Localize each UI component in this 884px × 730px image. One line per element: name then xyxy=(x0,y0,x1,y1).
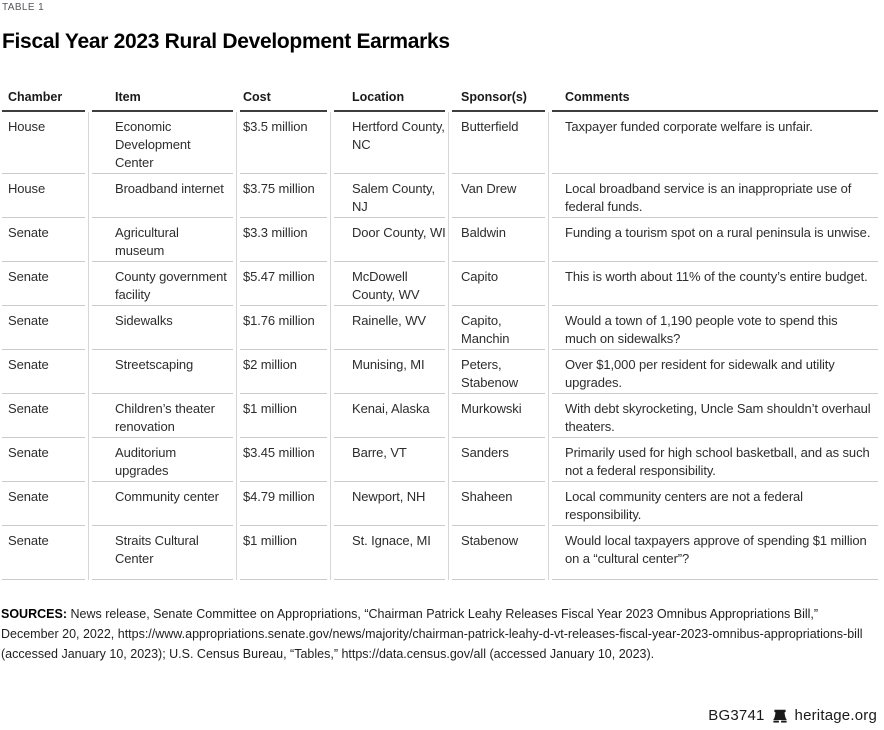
cell-comments: Local community centers are not a federa… xyxy=(565,489,803,522)
cell-item: Streetscaping xyxy=(115,357,194,372)
header-rule xyxy=(2,110,878,112)
cell-cost: $3.45 million xyxy=(243,445,315,460)
page-title: Fiscal Year 2023 Rural Development Earma… xyxy=(2,30,450,53)
cell-sponsors: Van Drew xyxy=(461,181,517,196)
cell-item: County government facility xyxy=(115,269,227,302)
cell-item: Sidewalks xyxy=(115,313,173,328)
table-row: Senate Straits Cultural Center $1 millio… xyxy=(2,526,878,580)
cell-item: Broadband internet xyxy=(115,181,224,196)
document-id: BG3741 xyxy=(708,707,765,724)
cell-cost: $3.5 million xyxy=(243,119,308,134)
table-header-row: Chamber Item Cost Location Sponsor(s) Co… xyxy=(2,90,878,110)
cell-chamber: House xyxy=(8,119,46,134)
cell-comments: Primarily used for high school basketbal… xyxy=(565,445,870,478)
cell-cost: $5.47 million xyxy=(243,269,315,284)
cell-comments: With debt skyrocketing, Uncle Sam should… xyxy=(565,401,871,434)
cell-location: St. Ignace, MI xyxy=(352,533,431,548)
table-row: Senate Sidewalks $1.76 million Rainelle,… xyxy=(2,306,878,350)
table-row: Senate County government facility $5.47 … xyxy=(2,262,878,306)
cell-cost: $3.3 million xyxy=(243,225,308,240)
cell-sponsors: Murkowski xyxy=(461,401,522,416)
cell-sponsors: Sanders xyxy=(461,445,509,460)
cell-chamber: Senate xyxy=(8,225,49,240)
table-row: Senate Community center $4.79 million Ne… xyxy=(2,482,878,526)
cell-cost: $1 million xyxy=(243,533,297,548)
cell-comments: Funding a tourism spot on a rural penins… xyxy=(565,225,871,240)
cell-cost: $1 million xyxy=(243,401,297,416)
cell-chamber: Senate xyxy=(8,533,49,548)
table-body: House Economic Development Center $3.5 m… xyxy=(2,112,878,580)
cell-chamber: Senate xyxy=(8,489,49,504)
table-row: Senate Streetscaping $2 million Munising… xyxy=(2,350,878,394)
table-row: Senate Agricultural museum $3.3 million … xyxy=(2,218,878,262)
cell-location: Salem County, NJ xyxy=(352,181,435,214)
cell-item: Straits Cultural Center xyxy=(115,533,199,566)
cell-location: Door County, WI xyxy=(352,225,446,240)
cell-chamber: Senate xyxy=(8,357,49,372)
table-row: House Economic Development Center $3.5 m… xyxy=(2,112,878,174)
cell-chamber: Senate xyxy=(8,313,49,328)
cell-location: Munising, MI xyxy=(352,357,425,372)
cell-sponsors: Shaheen xyxy=(461,489,513,504)
cell-comments: Over $1,000 per resident for sidewalk an… xyxy=(565,357,835,390)
footer-brand: BG3741 heritage.org xyxy=(708,707,877,724)
cell-comments: Taxpayer funded corporate welfare is unf… xyxy=(565,119,813,134)
cell-comments: Would local taxpayers approve of spendin… xyxy=(565,533,867,566)
cell-sponsors: Stabenow xyxy=(461,533,519,548)
header-cell-cost: Cost xyxy=(243,90,271,104)
cell-item: Auditorium upgrades xyxy=(115,445,177,478)
table-row: House Broadband internet $3.75 million S… xyxy=(2,174,878,218)
header-cell-location: Location xyxy=(352,90,405,104)
cell-item: Children’s theater renovation xyxy=(115,401,215,434)
cell-sponsors: Baldwin xyxy=(461,225,506,240)
cell-sponsors: Capito, Manchin xyxy=(461,313,510,346)
header-cell-sponsors: Sponsor(s) xyxy=(461,90,527,104)
cell-chamber: House xyxy=(8,181,46,196)
sources-label: SOURCES: xyxy=(1,607,67,621)
cell-item: Agricultural museum xyxy=(115,225,179,258)
cell-location: Rainelle, WV xyxy=(352,313,426,328)
earmarks-table: Chamber Item Cost Location Sponsor(s) Co… xyxy=(2,90,878,580)
cell-location: Kenai, Alaska xyxy=(352,401,430,416)
sources-note: SOURCES: News release, Senate Committee … xyxy=(1,604,875,664)
site-name: heritage.org xyxy=(794,707,877,724)
cell-comments: Local broadband service is an inappropri… xyxy=(565,181,852,214)
table-row: Senate Children’s theater renovation $1 … xyxy=(2,394,878,438)
sources-text: News release, Senate Committee on Approp… xyxy=(1,607,863,661)
cell-chamber: Senate xyxy=(8,401,49,416)
header-cell-comments: Comments xyxy=(565,90,630,104)
cell-comments: Would a town of 1,190 people vote to spe… xyxy=(565,313,838,346)
cell-cost: $3.75 million xyxy=(243,181,315,196)
cell-location: Hertford County, NC xyxy=(352,119,445,152)
cell-sponsors: Peters, Stabenow xyxy=(461,357,519,390)
header-cell-chamber: Chamber xyxy=(8,90,63,104)
cell-cost: $1.76 million xyxy=(243,313,315,328)
cell-location: Newport, NH xyxy=(352,489,426,504)
cell-sponsors: Butterfield xyxy=(461,119,519,134)
table-row: Senate Auditorium upgrades $3.45 million… xyxy=(2,438,878,482)
cell-location: McDowell County, WV xyxy=(352,269,420,302)
cell-chamber: Senate xyxy=(8,269,49,284)
cell-cost: $4.79 million xyxy=(243,489,315,504)
cell-sponsors: Capito xyxy=(461,269,498,284)
header-cell-item: Item xyxy=(115,90,141,104)
heritage-bell-icon xyxy=(772,709,787,723)
cell-cost: $2 million xyxy=(243,357,297,372)
cell-chamber: Senate xyxy=(8,445,49,460)
cell-item: Community center xyxy=(115,489,219,504)
table-number-label: TABLE 1 xyxy=(2,2,45,13)
cell-location: Barre, VT xyxy=(352,445,407,460)
cell-comments: This is worth about 11% of the county’s … xyxy=(565,269,868,284)
cell-item: Economic Development Center xyxy=(115,119,191,170)
